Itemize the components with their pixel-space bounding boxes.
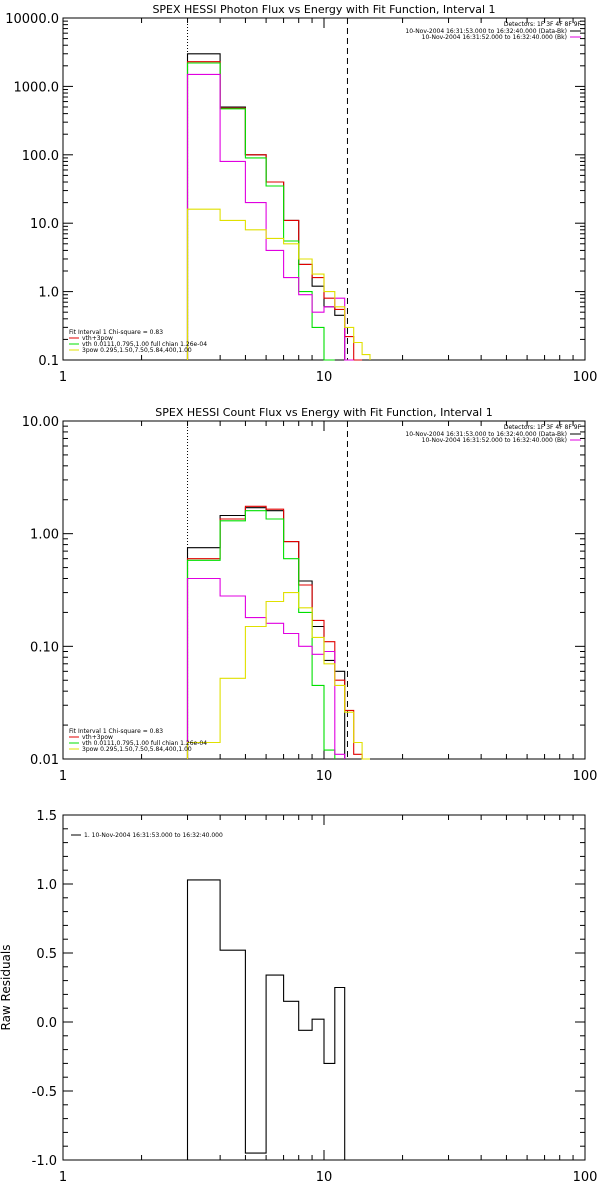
x-tick-label: 100 [573, 370, 598, 385]
x-tick-label: 100 [573, 1170, 598, 1185]
y-tick-label: 10.0 [30, 217, 59, 232]
panel-3: 1 10 100 -1.0 -0.5 0.0 0.5 1.0 1.5 Raw Residuals 1… [0, 809, 597, 1185]
y-tick-label: 0.01 [30, 753, 59, 768]
y-axis: 0.01 0.10 1.00 10.00 [22, 415, 585, 768]
y-tick-label: 1000.0 [14, 80, 60, 95]
series-3pow [186, 592, 370, 760]
chart-title: SPEX HESSI Count Flux vs Energy with Fit… [155, 406, 492, 419]
y-axis: -1.0 -0.5 0.0 0.5 1.0 1.5 [32, 809, 585, 1169]
legend-entry-label: 1. 10-Nov-2004 16:31:53.000 to 16:32:40.… [84, 832, 223, 839]
legend-bottom-left: Fit Interval 1 Chi-square = 0.83vth+3pow… [69, 728, 207, 753]
x-tick-label: 1 [59, 769, 67, 784]
y-tick-label: -0.5 [32, 1085, 57, 1100]
series-3pow [186, 208, 371, 360]
legend-entry-label: 10-Nov-2004 16:31:53.000 to 16:32:40.000… [405, 28, 567, 35]
panel-2: SPEX HESSI Count Flux vs Energy with Fit… [22, 406, 598, 784]
y-tick-label: 0.0 [36, 1016, 57, 1031]
series-bk [186, 73, 354, 361]
x-tick-label: 1 [59, 1170, 67, 1185]
legend-entry-label: vth+3pow [82, 335, 113, 342]
y-tick-label: 1.00 [30, 528, 59, 543]
legend-header: Detectors: 1F 3F 4F 8F 9F [504, 21, 582, 28]
legend-entry-label: 10-Nov-2004 16:31:52.000 to 16:32:40.000… [422, 437, 567, 444]
y-tick-label: 0.5 [36, 947, 57, 962]
y-axis-label: Raw Residuals [0, 945, 13, 1031]
y-tick-label: -1.0 [32, 1154, 57, 1169]
legend-top-left: 1. 10-Nov-2004 16:31:53.000 to 16:32:40.… [71, 832, 223, 839]
x-tick-label: 100 [573, 769, 598, 784]
series-fit [186, 505, 363, 759]
y-tick-label: 1.5 [36, 809, 57, 824]
x-axis: 1 10 100 [59, 815, 598, 1185]
legend-bottom-left: Fit Interval 1 Chi-square = 0.83vth+3pow… [69, 329, 207, 354]
legend-header: Fit Interval 1 Chi-square = 0.83 [69, 329, 163, 336]
y-axis: 0.1 1.0 10.0 100.0 1000.0 10000.0 [5, 12, 585, 369]
legend-entry-label: 3pow 0.295,1.50,7.50,5.84,400,1.00 [82, 347, 192, 354]
x-axis: 1 10 100 [59, 18, 598, 385]
chart-title: SPEX HESSI Photon Flux vs Energy with Fi… [152, 3, 495, 16]
y-tick-label: 10000.0 [5, 12, 59, 27]
series-vth [186, 62, 335, 361]
legend-entry-label: vth+3pow [82, 734, 113, 741]
legend-entry-label: vth 0.0111,0.795,1.00 full chian 1.26e-0… [82, 740, 207, 747]
x-tick-label: 10 [316, 769, 333, 784]
y-tick-label: 100.0 [22, 149, 59, 164]
legend-entry-label: 10-Nov-2004 16:31:52.000 to 16:32:40.000… [422, 34, 567, 41]
legend-entry-label: vth 0.0111,0.795,1.00 full chian 1.26e-0… [82, 341, 207, 348]
plot-frame [62, 814, 586, 1161]
legend-header: Fit Interval 1 Chi-square = 0.83 [69, 728, 163, 735]
series-vth [186, 510, 336, 759]
series-data [186, 507, 346, 759]
series-bk [186, 577, 346, 759]
legend-entry-label: 10-Nov-2004 16:31:53.000 to 16:32:40.000… [405, 431, 567, 438]
panel-1: SPEX HESSI Photon Flux vs Energy with Fi… [5, 3, 597, 385]
x-tick-label: 1 [59, 370, 67, 385]
y-tick-label: 0.10 [30, 640, 59, 655]
y-tick-label: 0.1 [38, 354, 59, 369]
x-tick-label: 10 [316, 370, 333, 385]
legend-header: Detectors: 1F 3F 4F 8F 9F [504, 424, 582, 431]
y-tick-label: 1.0 [36, 878, 57, 893]
x-tick-label: 10 [316, 1170, 333, 1185]
legend-entry-label: 3pow 0.295,1.50,7.50,5.84,400,1.00 [82, 746, 192, 753]
series-residuals [186, 879, 346, 1160]
y-tick-label: 10.00 [22, 415, 59, 430]
y-tick-label: 1.0 [38, 286, 59, 301]
